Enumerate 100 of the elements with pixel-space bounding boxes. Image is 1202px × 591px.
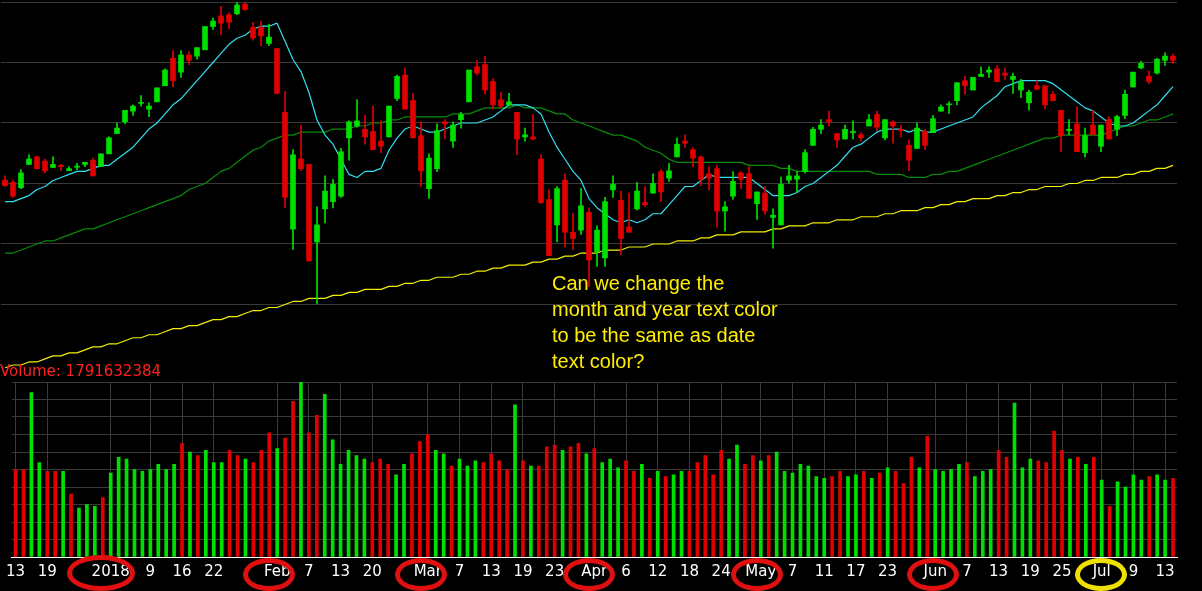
bar: [632, 470, 636, 557]
bar: [489, 453, 494, 557]
bar: [822, 477, 827, 557]
bar: [148, 469, 153, 557]
bar: [85, 504, 89, 557]
x-tick-label: Jun: [922, 561, 947, 580]
bar: [838, 470, 842, 557]
bar: [410, 453, 414, 557]
bar: [703, 455, 708, 557]
x-tick-label: 11: [814, 561, 834, 580]
bar: [980, 470, 985, 557]
bar: [711, 474, 716, 557]
bar: [370, 462, 375, 557]
x-tick-label: 24: [711, 561, 731, 580]
bar: [1068, 458, 1072, 557]
bar: [758, 460, 763, 557]
bar: [814, 476, 819, 557]
bar: [655, 470, 660, 557]
bar: [1147, 476, 1152, 557]
bar: [616, 467, 620, 557]
x-tick-label: 18: [679, 561, 699, 580]
bar: [505, 469, 509, 557]
bar: [156, 463, 161, 557]
bar: [291, 400, 295, 557]
bar: [949, 469, 953, 557]
x-tick-label: 22: [204, 561, 224, 580]
bar: [188, 451, 192, 557]
bar: [1084, 463, 1088, 557]
bar: [77, 507, 81, 557]
candlestick: [306, 164, 312, 262]
bar: [869, 477, 874, 557]
candlestick: [1130, 71, 1136, 88]
bar: [743, 463, 747, 557]
bar: [425, 434, 430, 557]
bar: [433, 449, 438, 557]
bar: [259, 449, 264, 557]
x-tick-label: 23: [545, 561, 565, 580]
x-tick-label: 23: [878, 561, 898, 580]
bar: [267, 432, 272, 557]
x-tick-label: May: [745, 561, 777, 580]
bar: [45, 470, 50, 557]
x-tick-label: 7: [787, 561, 798, 580]
bar: [647, 477, 652, 557]
x-tick-label: Jul: [1091, 561, 1111, 580]
x-tick-label: 13: [331, 561, 351, 580]
bar: [965, 462, 969, 557]
bar: [497, 460, 501, 557]
bar: [322, 393, 327, 557]
bar: [544, 446, 549, 557]
bar: [925, 435, 930, 557]
bar: [862, 470, 866, 557]
bar: [1171, 477, 1175, 557]
x-tick-label: 19: [37, 561, 57, 580]
bar: [592, 448, 597, 557]
annotation: Can we change the month and year text color to be the same as date text color?: [552, 271, 779, 374]
bar: [727, 458, 731, 557]
x-tick-label: 25: [1052, 561, 1072, 580]
bar: [735, 444, 739, 557]
x-tick-label: Apr: [581, 561, 609, 580]
bar: [877, 472, 882, 557]
bar: [196, 455, 200, 557]
x-tick-label: 19: [1020, 561, 1040, 580]
x-tick-label: 7: [962, 561, 972, 580]
bar: [608, 458, 612, 557]
bar: [846, 476, 850, 557]
bar: [1091, 456, 1096, 557]
bar: [100, 497, 105, 557]
bar: [108, 472, 113, 557]
bar: [957, 463, 961, 557]
bar: [640, 463, 644, 557]
bar: [600, 462, 605, 557]
bar: [988, 469, 993, 557]
bar: [1139, 479, 1144, 557]
bar: [536, 465, 541, 557]
bar: [69, 493, 73, 557]
x-tick-label: 13: [6, 561, 26, 580]
bar: [719, 449, 723, 557]
bar: [1076, 456, 1080, 557]
bar: [61, 470, 65, 557]
bar: [418, 441, 422, 557]
bar: [1044, 462, 1049, 557]
bar: [93, 505, 97, 557]
candlestick: [970, 76, 976, 91]
bar: [283, 437, 287, 557]
x-tick-label: 13: [481, 561, 501, 580]
bar: [751, 455, 755, 557]
bar: [521, 460, 525, 557]
candlestick: [386, 105, 392, 138]
candlestick: [202, 26, 208, 51]
bar: [481, 462, 486, 557]
bar: [973, 476, 977, 557]
bar: [219, 462, 224, 557]
bar: [1060, 449, 1064, 557]
candlestick: [98, 153, 104, 167]
x-tick-label: 16: [172, 561, 192, 580]
bar: [1163, 479, 1167, 557]
x-tick-label: 2018: [91, 561, 130, 580]
bar: [933, 469, 938, 557]
bar: [203, 449, 208, 557]
x-tick-label: 13: [989, 561, 1009, 580]
